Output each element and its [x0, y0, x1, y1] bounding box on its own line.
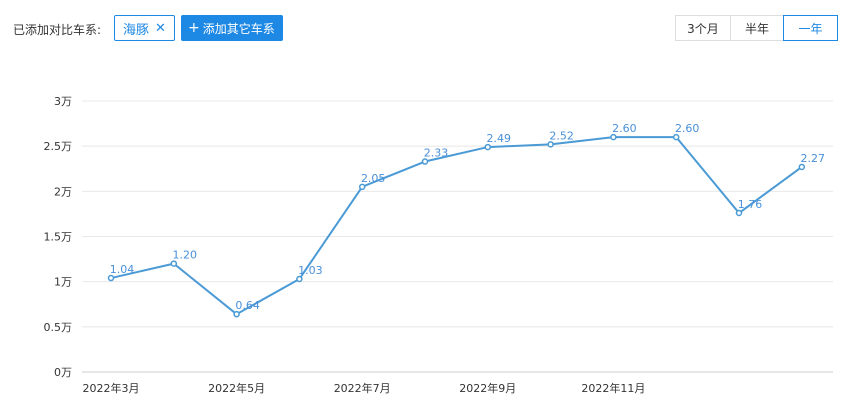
data-label: 1.20 — [173, 249, 198, 262]
add-series-button[interactable]: + 添加其它车系 — [181, 15, 283, 41]
y-tick-label: 1万 — [54, 276, 72, 289]
y-tick-label: 3万 — [54, 95, 72, 108]
data-point[interactable] — [170, 260, 178, 267]
data-label: 2.27 — [801, 152, 826, 165]
data-point[interactable] — [735, 209, 743, 217]
y-tick-label: 2.5万 — [44, 140, 73, 153]
data-point[interactable] — [107, 274, 115, 282]
data-point[interactable] — [798, 163, 806, 171]
x-tick-label: 2022年5月 — [208, 381, 265, 395]
data-point[interactable] — [484, 143, 492, 151]
range-half-year-button[interactable]: 半年 — [730, 15, 784, 41]
data-label: 1.76 — [738, 198, 763, 211]
data-point[interactable] — [296, 275, 303, 283]
series-line-layer — [110, 136, 803, 316]
range-one-year-label: 一年 — [798, 21, 823, 36]
data-label: 2.33 — [424, 147, 449, 160]
compare-label: 已添加对比车系: — [13, 23, 102, 37]
data-point[interactable] — [358, 183, 366, 191]
range-half-year-label: 半年 — [744, 21, 769, 36]
y-tick-label: 2万 — [54, 185, 72, 198]
selected-series-tag[interactable]: 海豚 ✕ — [114, 15, 175, 41]
x-tick-label: 2022年7月 — [334, 381, 391, 395]
data-label: 0.64 — [235, 299, 260, 312]
data-labels: 1.04 1.20 0.64 1.03 2.05 2.33 2.49 2.52 2.60 2.60… — [110, 122, 825, 312]
toolbar: 已添加对比车系: 海豚 ✕ + 添加其它车系 3个月 半年 一年 — [0, 15, 852, 43]
y-axis-labels: 0万 0.5万 1万 1.5万 2万 2.5万 3万 — [44, 95, 73, 379]
data-point[interactable] — [672, 133, 680, 141]
y-tick-label: 0.5万 — [44, 321, 73, 334]
x-tick-label: 2022年11月 — [581, 381, 645, 395]
data-label: 2.49 — [487, 132, 512, 145]
data-label: 1.03 — [298, 264, 323, 277]
plus-icon: + — [188, 20, 200, 36]
data-points — [107, 133, 806, 318]
data-label: 2.52 — [549, 129, 574, 142]
y-tick-label: 1.5万 — [44, 231, 73, 244]
range-one-year-button[interactable]: 一年 — [783, 15, 838, 41]
time-range-selector: 3个月 半年 一年 — [675, 15, 838, 41]
add-series-label: 添加其它车系 — [202, 21, 275, 36]
close-icon[interactable]: ✕ — [155, 20, 166, 36]
range-3-months-label: 3个月 — [687, 21, 719, 36]
data-point[interactable] — [610, 133, 617, 141]
data-label: 1.04 — [110, 263, 135, 276]
data-point[interactable] — [233, 310, 240, 318]
data-point[interactable] — [547, 141, 554, 148]
x-tick-label: 2022年3月 — [83, 381, 140, 395]
x-axis-labels: 2022年3月 2022年5月 2022年7月 2022年9月 2022年11月 — [83, 381, 646, 395]
data-label: 2.60 — [612, 122, 637, 135]
series-line — [110, 136, 803, 316]
selected-series-name: 海豚 — [123, 22, 150, 38]
data-point[interactable] — [421, 158, 429, 165]
data-label: 2.60 — [675, 122, 700, 135]
data-label: 2.05 — [361, 172, 386, 185]
y-tick-label: 0万 — [54, 366, 72, 379]
x-tick-label: 2022年9月 — [459, 381, 516, 395]
grid-lines — [82, 100, 833, 373]
